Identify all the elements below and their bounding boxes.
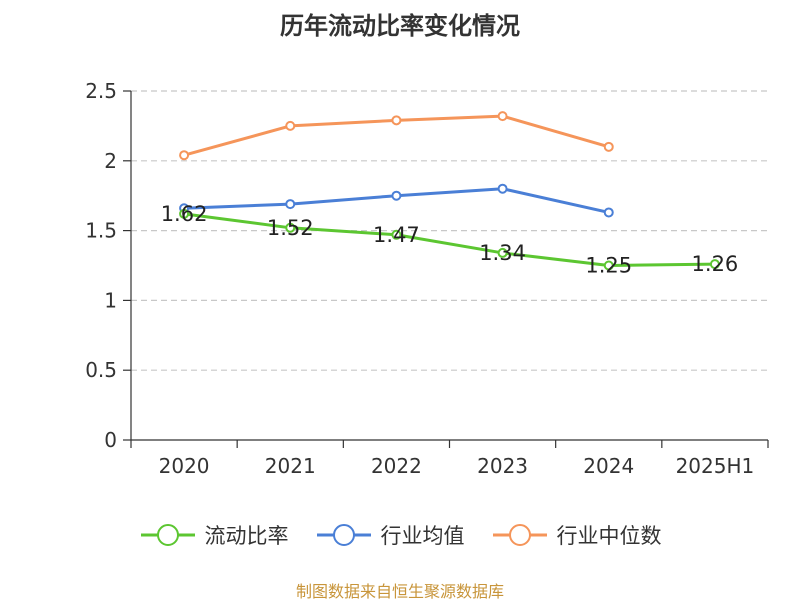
data-point <box>603 260 614 271</box>
y-tick-label: 1.5 <box>85 219 117 243</box>
legend-label: 行业均值 <box>380 524 465 548</box>
data-label: 1.52 <box>267 216 314 240</box>
x-tick-label: 2022 <box>371 454 422 478</box>
source-note: 制图数据来自恒生聚源数据库 <box>295 582 504 601</box>
series-line-1 <box>182 212 717 267</box>
x-tick-label: 2023 <box>477 454 528 478</box>
data-label: 1.25 <box>585 254 632 278</box>
y-tick-label: 1 <box>104 288 117 312</box>
legend-item[interactable]: 行业均值 <box>315 520 465 550</box>
y-tick-label: 2.5 <box>85 79 117 103</box>
data-point <box>391 190 402 201</box>
legend-label: 行业中位数 <box>556 524 662 548</box>
data-point <box>603 141 614 152</box>
grid-lines <box>131 90 768 371</box>
legend-swatch <box>140 524 195 546</box>
legend-item[interactable]: 流动比率 <box>139 520 289 550</box>
data-point <box>391 229 402 240</box>
legend-swatch <box>492 524 547 546</box>
data-labels: 1.62 1.52 1.47 1.34 1.25 1.26 <box>161 202 739 278</box>
y-tick-label: 0.5 <box>85 358 117 382</box>
y-tick-label: 2 <box>104 149 117 173</box>
legend-marker <box>332 524 355 546</box>
data-point <box>497 183 508 194</box>
chart-title: 历年流动比率变化情况 <box>280 12 520 40</box>
data-point <box>603 207 614 218</box>
x-tick-label: 2021 <box>265 454 316 478</box>
data-label: 1.26 <box>692 252 739 276</box>
data-point <box>497 247 508 258</box>
data-point <box>391 115 402 126</box>
legend-label: 流动比率 <box>204 524 289 548</box>
legend-swatch <box>316 524 371 546</box>
data-point <box>285 120 296 131</box>
y-tick-label: 0 <box>104 428 117 452</box>
data-point <box>497 111 508 122</box>
data-label: 1.47 <box>373 223 420 247</box>
data-point <box>179 150 190 161</box>
legend-item[interactable]: 行业中位数 <box>491 520 662 550</box>
x-tick-label: 2020 <box>159 454 210 478</box>
legend-marker <box>508 524 531 546</box>
data-point <box>285 199 296 210</box>
series-lines <box>179 111 720 271</box>
legend-marker <box>156 524 179 546</box>
data-label: 1.62 <box>161 202 208 226</box>
x-tick-label: 2024 <box>583 454 634 478</box>
data-point <box>179 208 190 219</box>
data-point <box>709 259 720 270</box>
data-label: 1.34 <box>479 241 526 265</box>
data-point <box>285 222 296 233</box>
legend: 流动比率 行业均值 行业中位数 <box>0 520 800 550</box>
x-tick-label: 2025H1 <box>676 454 755 478</box>
